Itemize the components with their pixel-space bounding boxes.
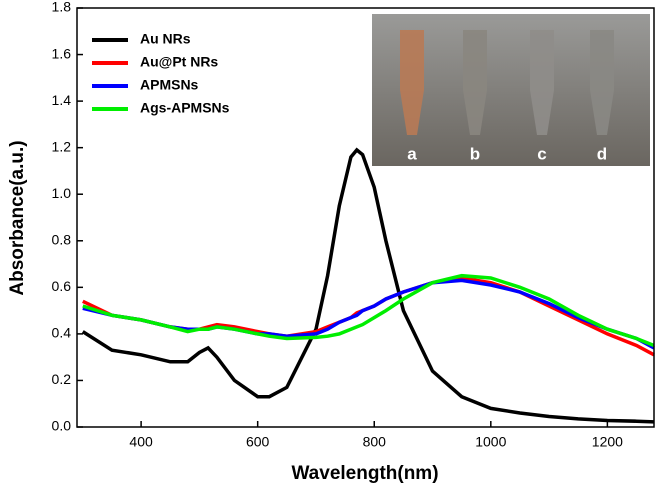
inset-photo (372, 14, 650, 166)
y-tick-label: 0.8 (52, 231, 72, 247)
y-tick-label: 1.4 (52, 92, 72, 108)
series-line (82, 273, 655, 348)
x-tick-label: 600 (246, 434, 270, 450)
y-tick-label: 1.0 (52, 185, 72, 201)
inset-label: a (407, 144, 417, 163)
inset-label: b (470, 144, 480, 163)
y-tick-label: 0.6 (52, 278, 72, 294)
x-tick-label: 800 (363, 434, 387, 450)
y-axis-title: Absorbance(a.u.) (7, 140, 28, 295)
y-tick-label: 1.2 (52, 138, 72, 154)
y-tick-label: 1.6 (52, 45, 72, 61)
legend-label: Au NRs (140, 31, 191, 47)
x-axis-title: Wavelength(nm) (291, 463, 438, 484)
x-tick-label: 1000 (475, 434, 506, 450)
x-tick-label: 400 (129, 434, 153, 450)
y-tick-label: 0.4 (52, 325, 72, 341)
series-line (82, 278, 655, 350)
y-tick-label: 0.2 (52, 371, 72, 387)
inset-label: c (537, 144, 546, 163)
inset-label: d (597, 144, 607, 163)
legend-label: Ags-APMSNs (140, 100, 230, 116)
legend-label: APMSNs (140, 77, 199, 93)
y-tick-label: 1.8 (52, 0, 72, 15)
legend-label: Au@Pt NRs (140, 54, 218, 70)
y-tick-label: 0.0 (52, 418, 72, 434)
series-line (81, 147, 655, 424)
x-tick-label: 1200 (592, 434, 623, 450)
plot-frame (76, 7, 655, 428)
series-line (82, 276, 655, 357)
